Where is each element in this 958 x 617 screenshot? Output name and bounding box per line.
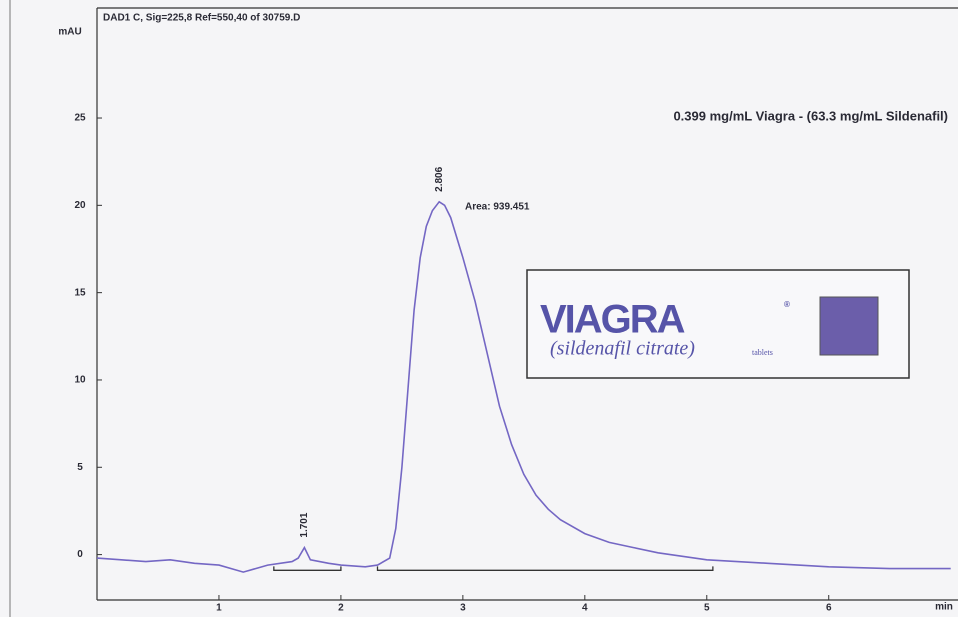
- y-tick-label: 15: [74, 287, 86, 298]
- integration-baseline: [273, 566, 342, 571]
- integration-baseline: [376, 566, 714, 571]
- x-tick-label: 1: [216, 603, 222, 614]
- peak-label: 1.701: [299, 512, 310, 537]
- logo-mark: ®: [784, 300, 790, 309]
- x-axis-label: min: [935, 602, 953, 613]
- area-label: Area: 939.451: [465, 202, 530, 213]
- x-tick-label: 6: [826, 603, 832, 614]
- logo-box: VIAGRA ® (sildenafil citrate) tablets: [526, 269, 910, 379]
- y-axis-label: mAU: [58, 27, 81, 38]
- chart-subtitle: 0.399 mg/mL Viagra - (63.3 mg/mL Sildena…: [673, 108, 948, 123]
- trace: [96, 200, 951, 573]
- peak-label: 2.806: [434, 166, 445, 191]
- x-tick-label: 3: [460, 603, 466, 614]
- x-tick-label: 5: [704, 603, 710, 614]
- x-tick-label: 2: [338, 603, 344, 614]
- y-tick-label: 10: [74, 375, 86, 386]
- logo-swatch: [819, 296, 879, 356]
- y-tick-label: 25: [74, 113, 86, 124]
- x-tick-label: 4: [582, 603, 588, 614]
- y-tick-label: 0: [77, 549, 83, 560]
- y-tick-label: 5: [77, 462, 83, 473]
- chart-title: DAD1 C, Sig=225,8 Ref=550,40 of 30759.D: [103, 13, 300, 24]
- logo-form: tablets: [752, 348, 773, 357]
- logo-generic: (sildenafil citrate): [550, 338, 695, 360]
- y-tick-label: 20: [74, 200, 86, 211]
- logo-brand: VIAGRA: [540, 298, 685, 342]
